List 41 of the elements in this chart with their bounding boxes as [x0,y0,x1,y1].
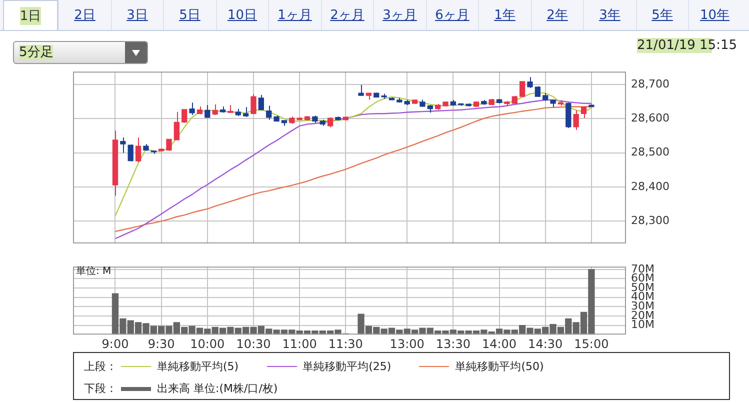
period-tab: 1ヶ月 [268,0,320,30]
legend-label: 出来高 単位:(M株/口/枚) [157,381,278,396]
annotation: 単位: M [76,265,112,278]
x-tick-label: 10:00 [190,336,225,351]
y-tick-label: 28,400 [631,180,670,193]
period-tab: 5年 [636,0,688,30]
y-tick-label: 10M [631,318,654,332]
x-tick-label: 13:30 [436,336,470,351]
legend-label: 単純移動平均(50) [455,359,544,374]
period-tab: 2年 [530,0,583,30]
period-tab: 2日 [58,0,110,30]
text: 21/01/19 15:15 [637,38,737,53]
x-tick-label: 11:00 [282,336,317,351]
period-tab: 2ヶ月 [320,0,373,30]
x-tick-label: 9:30 [148,336,175,351]
legend-title: 下段： [84,381,117,396]
y-tick-label: 28,500 [631,146,670,159]
y-tick-label: 28,700 [631,77,670,90]
period-tab: 10年 [688,0,740,30]
period-tab: 6ヶ月 [426,0,478,30]
period-tab: 1日 [3,0,58,30]
legend-label: 単純移動平均(5) [157,359,239,374]
legend-label: 単純移動平均(25) [302,359,392,374]
x-tick-label: 9:00 [102,336,129,351]
x-tick-label: 11:30 [328,336,363,351]
x-tick-label: 14:00 [482,336,517,351]
x-tick-label: 15:00 [574,336,609,351]
period-tab: 10日 [216,0,268,30]
y-tick-label: 28,600 [631,112,670,125]
period-tab: 3ヶ月 [373,0,426,30]
period-tab: 1年 [478,0,530,30]
period-tab: 5日 [163,0,216,30]
period-tab: 3年 [583,0,636,30]
y-tick-label: 28,300 [631,214,670,228]
x-tick-label: 13:00 [390,336,424,351]
legend-title: 上段： [84,359,117,374]
period-tab: 3日 [110,0,163,30]
x-tick-label: 14:30 [528,336,563,351]
chart-subtitle: 5分足 [19,45,54,60]
x-tick-label: 10:30 [236,336,271,351]
interval-select: 5分足 [13,41,148,64]
